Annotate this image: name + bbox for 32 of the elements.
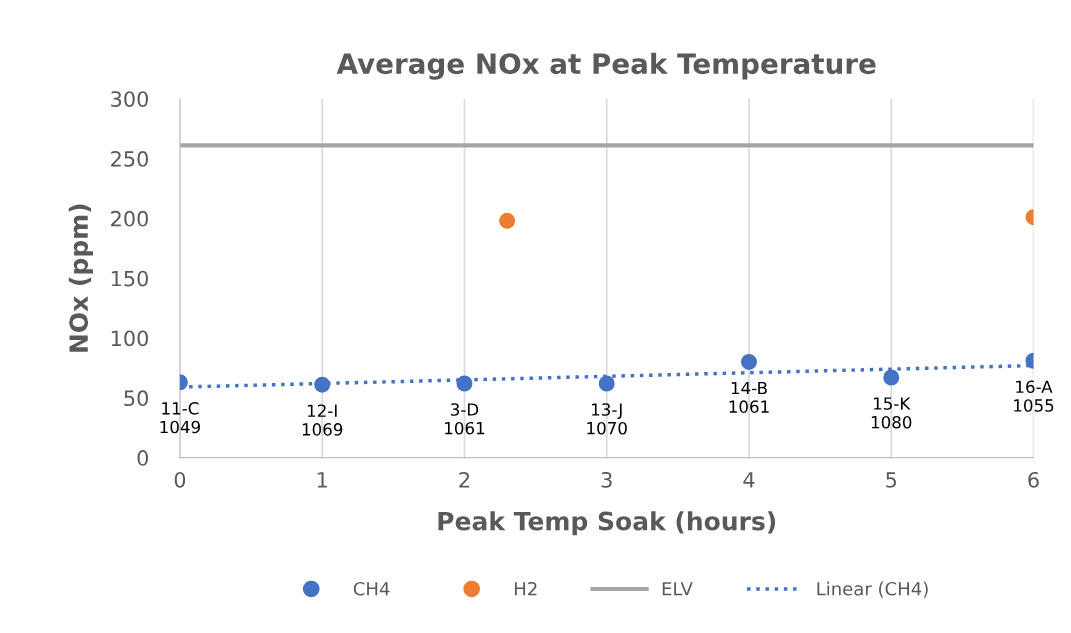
point [741, 353, 757, 370]
chart-title: Average NOx at Peak Temperature [336, 52, 876, 80]
legend-label: Linear (CH4) [817, 581, 928, 598]
x-axis-title: Peak Temp Soak (hours) [438, 511, 776, 536]
y-tick-label: 50 [124, 390, 148, 407]
x-tick-label: 5 [886, 472, 897, 488]
y-tick-label: 300 [111, 91, 148, 107]
annotation: 3-D 1061 [445, 403, 485, 435]
annotation: 11-C 1049 [160, 402, 200, 434]
annotation: 12-I 1069 [302, 404, 343, 436]
point [314, 376, 331, 393]
legend-label: H2 [514, 581, 537, 596]
x-tick-label: 1 [317, 472, 327, 488]
x-tick-label: 4 [743, 472, 755, 488]
y-axis-title: NOx (ppm) [68, 204, 93, 352]
annotation: 13-J 1070 [587, 403, 627, 435]
annotation: 14-B 1061 [729, 381, 769, 413]
x-tick-label: 2 [459, 471, 469, 488]
annotation: 16-A 1055 [1014, 380, 1054, 412]
x-tick-label: 3 [601, 471, 612, 488]
legend-label: CH4 [353, 581, 390, 596]
y-tick-label: 150 [111, 270, 148, 287]
point [456, 375, 473, 392]
y-tick-label: 100 [111, 330, 148, 347]
y-tick-label: 200 [111, 210, 148, 227]
y-tick-label: 0 [137, 450, 148, 466]
y-tick-label: 250 [111, 151, 148, 167]
point [598, 375, 615, 392]
legend-label: ELV [662, 582, 693, 596]
x-tick-label: 6 [1028, 471, 1039, 488]
x-tick-label: 0 [174, 471, 186, 488]
annotation: 15-K 1080 [871, 397, 912, 429]
